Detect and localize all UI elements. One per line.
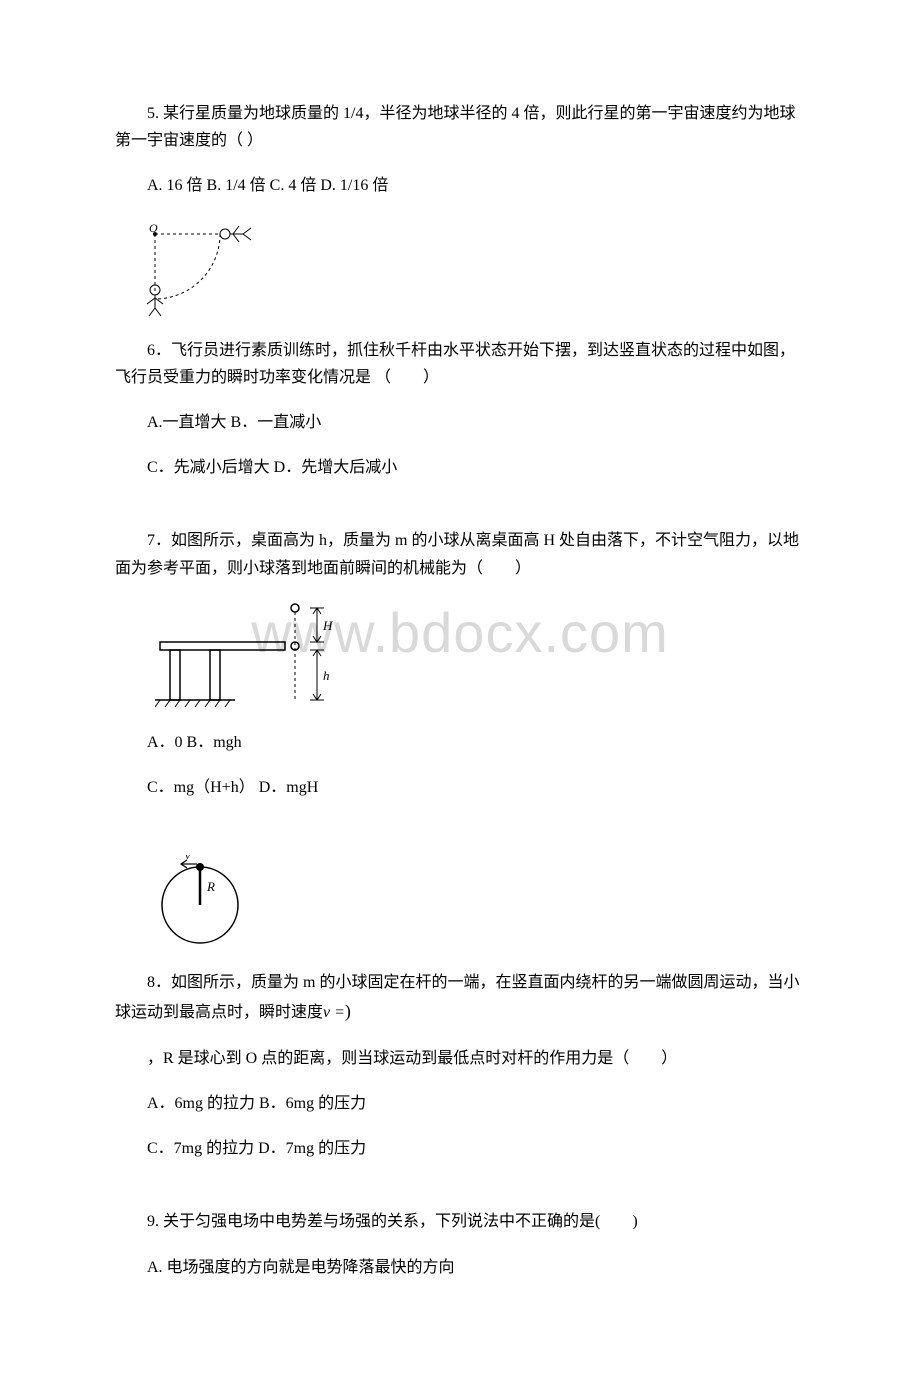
q5-text: 5. 某行星质量为地球质量的 1/4，半径为地球半径的 4 倍，则此行星的第一宇… xyxy=(115,100,805,154)
q8-text-line2: ，R 是球心到 O 点的距离，则当球运动到最低点时对杆的作用力是（ ） xyxy=(115,1045,805,1072)
dim-h xyxy=(310,650,324,700)
q7-options-a: A．0 B．mgh xyxy=(115,729,805,756)
q8-options-b: C．7mg 的拉力 D．7mg 的压力 xyxy=(115,1135,805,1162)
q8-options-a: A．6mg 的拉力 B．6mg 的压力 xyxy=(115,1090,805,1117)
table-top xyxy=(160,642,285,650)
dashed-arc xyxy=(155,234,220,299)
q9-text: 9. 关于匀强电场中电势差与场强的关系，下列说法中不正确的是( ) xyxy=(115,1208,805,1235)
fig8-label-v: v xyxy=(185,855,191,862)
dim-H xyxy=(310,608,324,642)
q8-v-equals: v = xyxy=(323,1004,345,1021)
q8-text-line1: 8．如图所示，质量为 m 的小球固定在杆的一端，在竖直面内绕杆的另一端做圆周运动… xyxy=(115,969,805,1027)
q7-figure: H h xyxy=(155,600,805,715)
ball-top xyxy=(291,604,299,612)
document-content: 5. 某行星质量为地球质量的 1/4，半径为地球半径的 4 倍，则此行星的第一宇… xyxy=(115,100,805,1281)
table-leg-right xyxy=(210,650,220,700)
q6-options-a: A.一直增大 B．一直减小 xyxy=(115,409,805,436)
q7-text: 7．如图所示，桌面高为 h，质量为 m 的小球从离桌面高 H 处自由落下，不计空… xyxy=(115,527,805,581)
person-horizontal xyxy=(220,226,251,242)
ground-hatch xyxy=(155,700,230,707)
fig7-label-H: H xyxy=(322,618,333,633)
q5-options: A. 16 倍 B. 1/4 倍 C. 4 倍 D. 1/16 倍 xyxy=(115,172,805,199)
q8-figure: v R xyxy=(155,855,805,955)
q6-text: 6．飞行员进行素质训练时，抓住秋千杆由水平状态开始下摆，到达竖直状态的过程中如图… xyxy=(115,337,805,391)
q8-text1: 8．如图所示，质量为 m 的小球固定在杆的一端，在竖直面内绕杆的另一端做圆周运动… xyxy=(115,974,799,1021)
fig8-label-R: R xyxy=(206,879,215,894)
fig7-label-h: h xyxy=(323,668,330,683)
table-leg-left xyxy=(170,650,180,700)
q6-options-b: C．先减小后增大 D．先增大后减小 xyxy=(115,454,805,481)
q7-options-b: C．mg（H+h） D．mgH xyxy=(115,774,805,801)
q9-option-a: A. 电场强度的方向就是电势降落最快的方向 xyxy=(115,1254,805,1281)
ball-top-circle xyxy=(196,863,204,871)
q6-figure: O xyxy=(145,218,805,323)
